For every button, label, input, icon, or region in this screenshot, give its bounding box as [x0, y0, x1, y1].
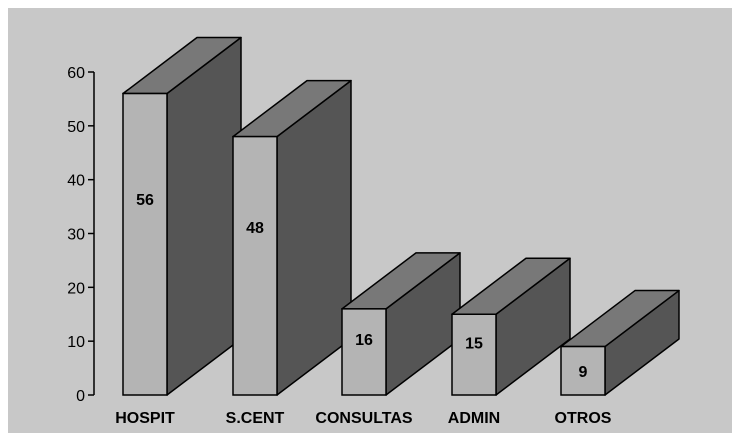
x-tick-label: S.CENT	[226, 410, 285, 427]
bar	[451, 313, 497, 396]
bar	[341, 308, 387, 396]
x-tick-label: ADMIN	[448, 410, 500, 427]
data-label: 16	[355, 332, 373, 349]
data-label: 9	[579, 364, 588, 381]
y-tick-label: 60	[67, 65, 85, 82]
bar	[122, 92, 168, 396]
data-label: 56	[136, 192, 154, 209]
bar	[232, 135, 278, 396]
bar	[560, 345, 606, 396]
x-tick-label: HOSPIT	[115, 410, 175, 427]
bar-side	[166, 36, 242, 396]
y-tick-label: 20	[67, 280, 85, 297]
data-label: 15	[465, 336, 483, 353]
y-tick-label: 40	[67, 173, 85, 190]
data-label: 48	[246, 220, 264, 237]
y-tick-label: 50	[67, 119, 85, 136]
x-tick-label: CONSULTAS	[315, 410, 413, 427]
y-tick-label: 10	[67, 334, 85, 351]
y-tick-label: 0	[76, 388, 85, 405]
x-tick-label: OTROS	[555, 410, 612, 427]
y-tick-label: 30	[67, 227, 85, 244]
